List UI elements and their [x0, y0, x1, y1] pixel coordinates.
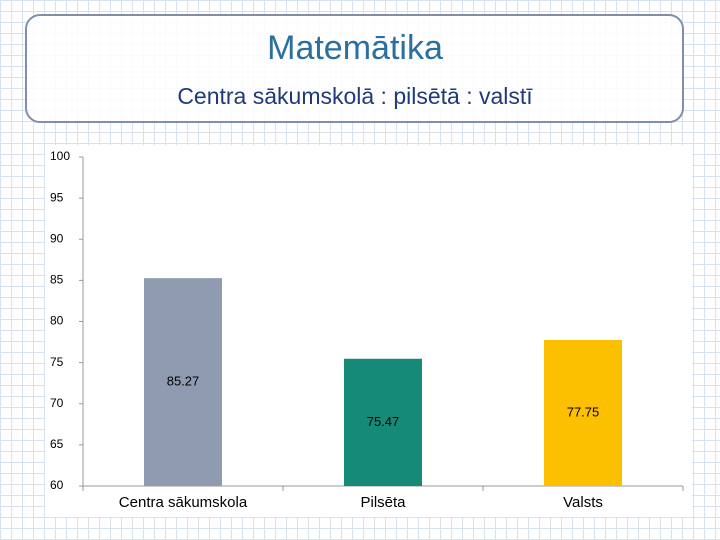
bar — [144, 278, 222, 486]
data-label: 77.75 — [567, 404, 600, 419]
chart-title: Matemātika — [267, 29, 443, 67]
y-tick-label: 65 — [50, 437, 64, 451]
bar — [544, 340, 622, 486]
y-tick-label: 100 — [50, 149, 70, 163]
x-tick-label: Valsts — [563, 494, 603, 511]
bar — [344, 358, 422, 486]
data-label: 85.27 — [167, 374, 200, 389]
y-tick-label: 85 — [50, 273, 64, 287]
x-tick-label: Pilsēta — [360, 494, 406, 511]
title-box — [25, 14, 684, 123]
y-tick-label: 60 — [50, 478, 64, 492]
y-tick-label: 70 — [50, 396, 64, 410]
y-tick-label: 80 — [50, 314, 64, 328]
data-label: 75.47 — [367, 414, 400, 429]
y-tick-label: 95 — [50, 190, 64, 204]
y-tick-label: 75 — [50, 355, 64, 369]
y-tick-label: 90 — [50, 231, 64, 245]
x-tick-label: Centra sākumskola — [119, 494, 248, 511]
chart-subtitle: Centra sākumskolā : pilsētā : valstī — [177, 83, 533, 109]
